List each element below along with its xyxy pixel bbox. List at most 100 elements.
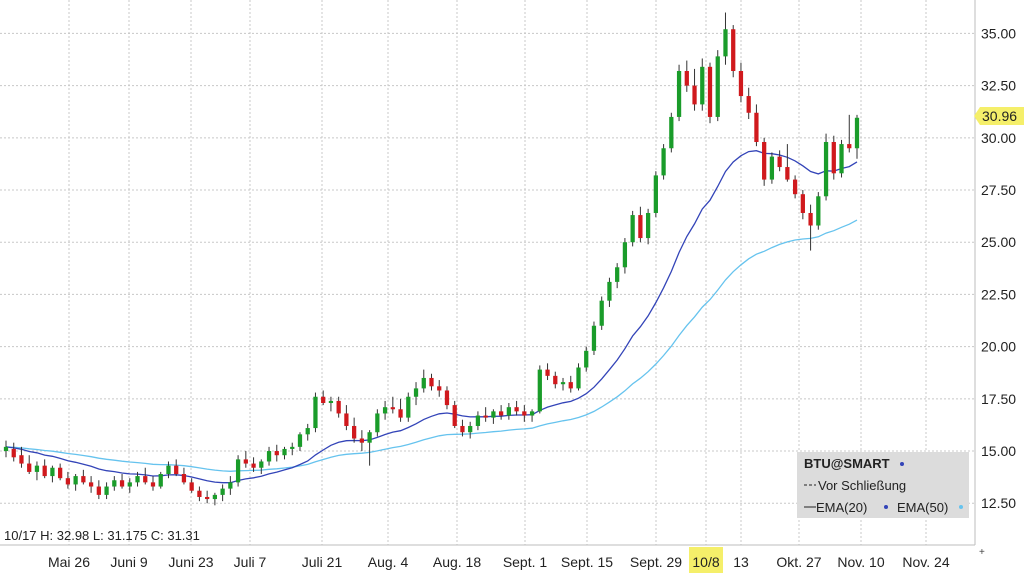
candle-body [189,482,194,491]
x-tick-label: Juli 7 [234,554,267,570]
candle-body [127,482,132,487]
candle-body [328,400,334,404]
candle-body [305,428,310,435]
candle-body [854,117,860,149]
candle-body [413,388,419,397]
candle-body [135,476,140,483]
x-tick-label: 10/8 [692,554,719,570]
candle-body [475,415,481,426]
candle-body [150,482,156,487]
candle-body [715,56,720,117]
candle-body [282,448,287,456]
candle-body [344,413,349,426]
y-tick-label: 25.00 [981,234,1016,250]
y-tick-label: 12.50 [981,495,1016,511]
candle-body [491,411,496,418]
legend-ema20-dot-icon [884,505,888,509]
candles [3,12,860,506]
candle-body [437,386,442,391]
candle-body [622,242,628,268]
candle-body [27,463,32,472]
candle-body [731,29,736,71]
candle-body [212,494,218,500]
x-tick-label: Juni 9 [110,554,148,570]
candle-body [816,196,821,226]
candle-body [847,144,852,149]
candle-body [81,476,86,483]
candle-body [375,413,380,433]
candle-body [483,415,488,418]
price-marker-bg [974,107,1024,125]
x-tick-label: Juni 23 [168,554,213,570]
legend-item-ema50[interactable]: EMA(50) [897,500,948,515]
candle-body [669,116,674,149]
candle-body [112,480,117,487]
candle-body [429,377,434,387]
candle-body [738,70,744,97]
candle-body [50,467,55,477]
legend-item-ema20[interactable]: EMA(20) [816,500,867,515]
candle-body [723,29,728,57]
candle-body [831,141,836,174]
legend-item-close[interactable]: Vor Schließung [818,478,906,493]
candle-body [460,425,465,433]
x-tick-label: 13 [733,554,749,570]
x-tick-label: Sept. 29 [630,554,682,570]
candle-body [367,432,372,443]
legend-title-dot-icon [900,462,904,466]
candle-body [514,407,519,412]
candle-body [785,167,790,180]
candle-body [638,215,643,239]
candle-body [568,382,573,389]
x-tick-label: Nov. 24 [902,554,949,570]
candle-body [452,405,457,426]
x-tick-label: Sept. 1 [503,554,548,570]
candle-body [406,396,411,418]
candle-body [707,66,713,117]
y-tick-label: 30.00 [981,130,1016,146]
highlighted-x-tick-bg [689,547,723,573]
y-tick-label: 17.50 [981,391,1016,407]
candle-body [553,375,558,385]
legend: BTU@SMART Vor Schließung EMA(20) EMA(50) [797,452,969,518]
candle-body [235,459,241,483]
candle-body [336,400,341,414]
y-tick-label: 27.50 [981,182,1016,198]
last-price-marker: 30.96 [974,107,1024,125]
axis-corner-mark: + [979,547,985,558]
candle-body [382,407,388,414]
y-tick-label: 35.00 [981,25,1016,41]
ema50-line [5,219,858,472]
candle-body [359,438,365,443]
candle-body [73,476,78,485]
candle-body [839,144,844,174]
x-axis: Mai 26 Juni 9 Juni 23 Juli 7 Juli 21 Aug. 4 Au… [48,547,950,573]
y-axis: 35.00 32.50 30.00 27.50 25.00 22.50 20.00 17.50… [0,0,1016,546]
candle-body [468,425,473,433]
candle-body [684,70,689,86]
candle-body [630,215,635,243]
candle-body [762,141,767,180]
candle-body [166,465,171,475]
ema20-series [5,150,858,484]
candle-body [266,451,272,462]
y-tick-label: 32.50 [981,78,1016,94]
candle-body [274,451,279,456]
candle-body [800,194,805,213]
candle-body [197,490,202,497]
candle-body [3,446,9,452]
price-marker-label: 30.96 [982,108,1017,124]
candle-body [746,96,751,113]
candle-body [769,156,775,180]
x-tick-label: Nov. 10 [837,554,884,570]
candle-body [615,267,620,282]
legend-title[interactable]: BTU@SMART [804,456,890,471]
x-tick-label: Sept. 15 [561,554,613,570]
candle-body [522,411,527,416]
candle-body [591,325,597,351]
info-line: 10/17 H: 32.98 L: 31.175 C: 31.31 [4,528,200,543]
candle-body [259,461,264,468]
candle-body [645,212,651,239]
candle-body [808,212,813,226]
candle-body [444,390,450,406]
